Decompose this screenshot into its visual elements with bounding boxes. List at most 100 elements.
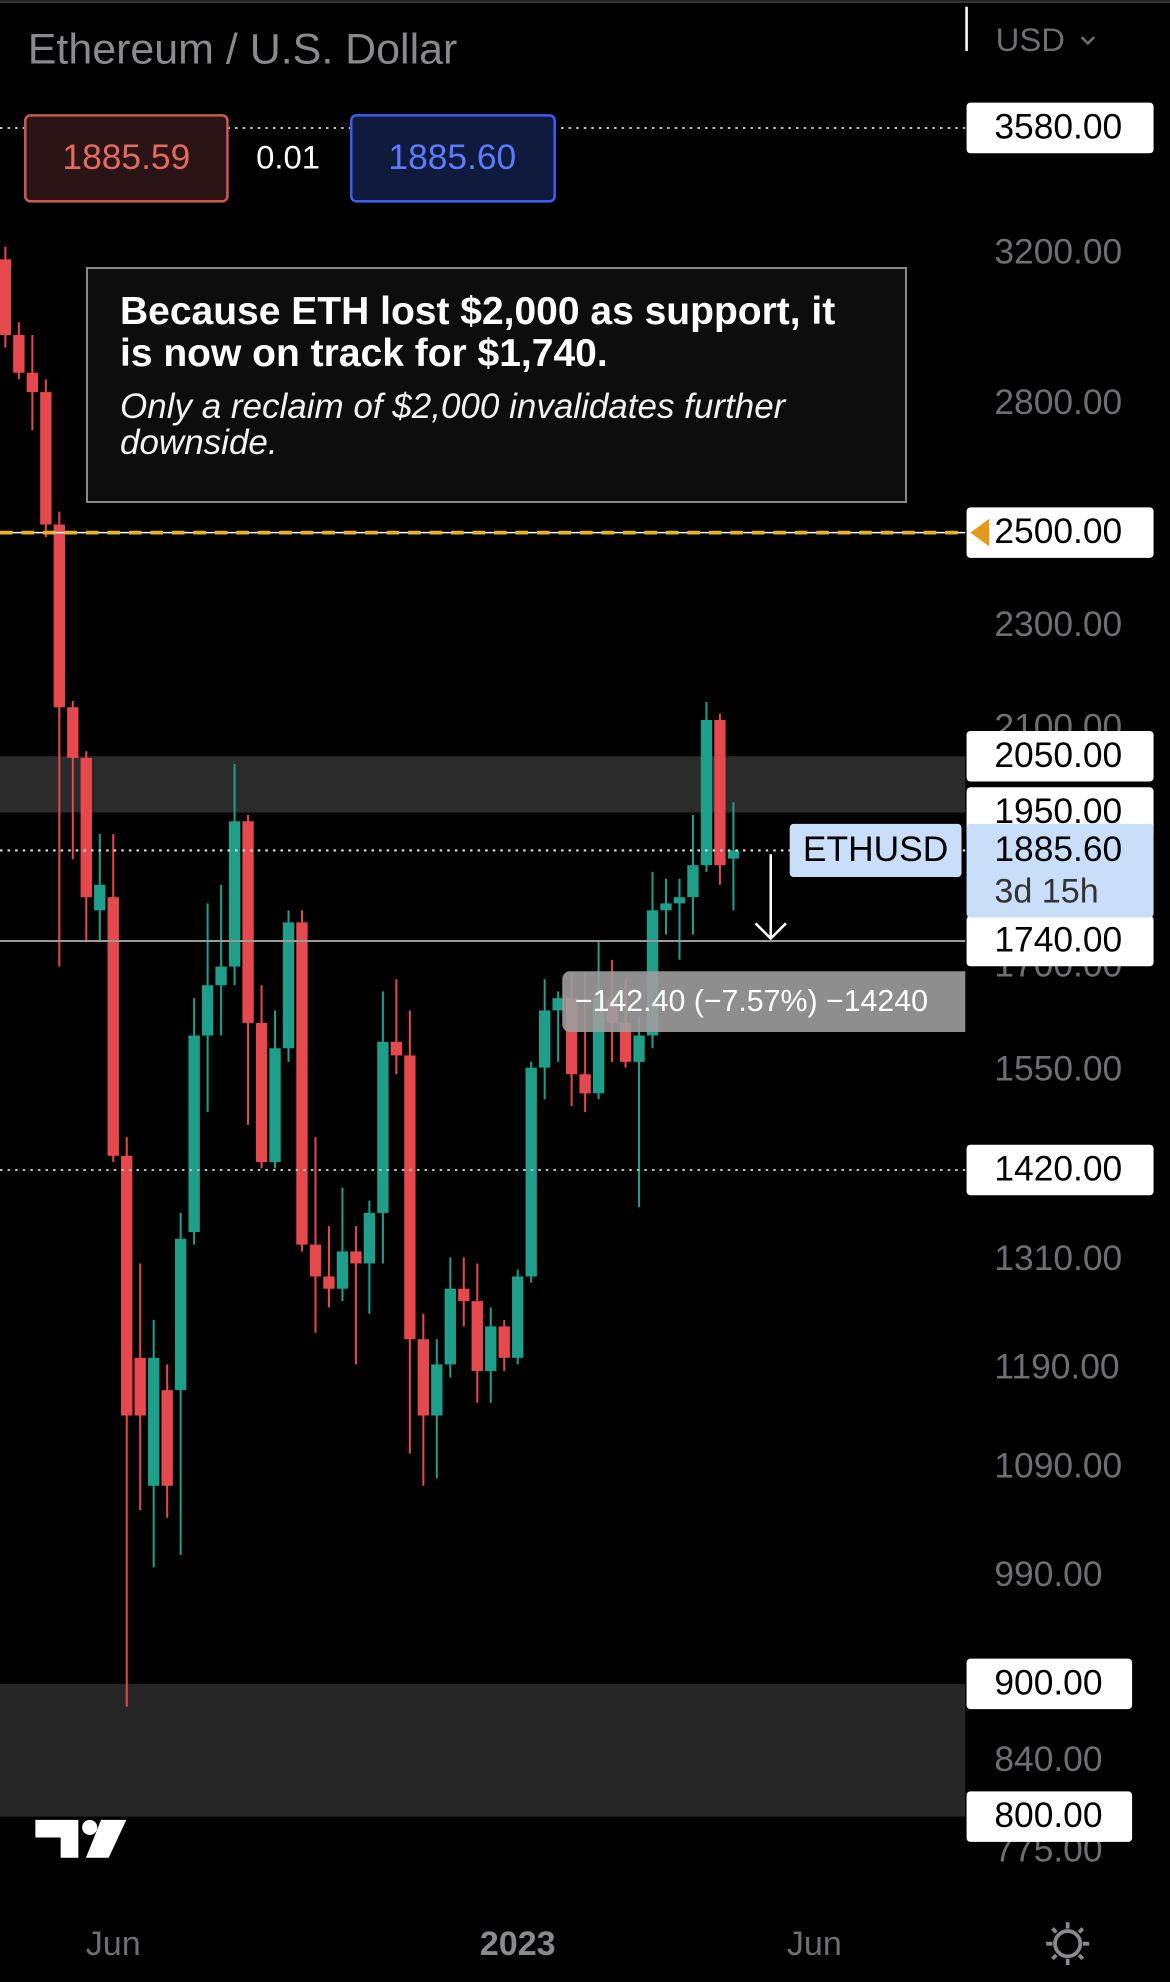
- chart-title: Ethereum / U.S. Dollar: [28, 26, 458, 74]
- spread: 0.01: [256, 138, 320, 175]
- candle-body: [26, 372, 39, 393]
- candle-body: [458, 1288, 470, 1302]
- bid[interactable]: 1885.59: [62, 138, 190, 177]
- candle-body: [579, 1074, 591, 1094]
- price-label-box: [966, 507, 1154, 558]
- ask[interactable]: 1885.60: [388, 138, 516, 177]
- candle-body: [471, 1301, 483, 1372]
- candle-body: [714, 719, 726, 866]
- countdown: 3d 15h: [994, 872, 1098, 910]
- candle-body: [134, 1357, 146, 1416]
- y-tick-label: 3200.00: [994, 233, 1122, 272]
- zone: [0, 756, 966, 813]
- candle-body: [444, 1288, 456, 1365]
- candle-body: [687, 865, 699, 898]
- price-label: 800.00: [994, 1796, 1102, 1835]
- price-label: 2500.00: [994, 512, 1122, 551]
- candle-body: [660, 903, 672, 911]
- candle-body: [525, 1067, 537, 1277]
- tv-logo: [35, 1819, 127, 1858]
- candle-body: [417, 1339, 430, 1416]
- candle-body: [121, 1155, 133, 1416]
- y-tick-label: 840.00: [994, 1740, 1102, 1779]
- x-tick-label: Jun: [86, 1925, 141, 1963]
- y-tick-label: 990.00: [994, 1555, 1102, 1594]
- candle-body: [336, 1251, 349, 1289]
- symbol-box: [789, 823, 962, 877]
- candle-body: [201, 985, 214, 1036]
- price-label: 1420.00: [994, 1150, 1122, 1189]
- candle-body: [619, 1022, 632, 1062]
- candle-body: [323, 1276, 335, 1289]
- candle-body: [296, 922, 308, 1245]
- last-price-box: [966, 823, 1154, 918]
- x-tick-label: 2023: [480, 1925, 556, 1963]
- candle-body: [565, 998, 578, 1075]
- candle-body: [377, 1041, 389, 1213]
- symbol-label: ETHUSD: [803, 830, 948, 869]
- measure-box: [562, 971, 966, 1032]
- bid-box[interactable]: [24, 114, 229, 203]
- candle-body: [0, 259, 12, 336]
- annotation-box: Because ETH lost $2,000 as support, it i…: [86, 267, 907, 503]
- candle-body: [485, 1326, 497, 1372]
- y-tick-label: 2800.00: [994, 383, 1122, 422]
- candle-body: [255, 1022, 268, 1163]
- annotation-headline: Because ETH lost $2,000 as support, it i…: [120, 290, 836, 375]
- candle-body: [390, 1041, 403, 1056]
- candle-body: [498, 1326, 510, 1358]
- price-label: 900.00: [994, 1663, 1102, 1702]
- settings-icon[interactable]: [1046, 1922, 1090, 1966]
- candle-body: [80, 757, 92, 898]
- candle-body: [363, 1212, 376, 1264]
- candle-body: [188, 1035, 200, 1232]
- candle-body: [512, 1276, 524, 1358]
- price-label-box: [966, 915, 1154, 967]
- price-label-box: [966, 1791, 1133, 1842]
- candle-body: [13, 335, 25, 373]
- price-label: 2050.00: [994, 736, 1122, 775]
- alert-marker: [970, 518, 990, 547]
- candle-body: [161, 1390, 173, 1486]
- measure-arrowhead: [754, 922, 787, 941]
- candle-body: [242, 821, 254, 1023]
- candle-body: [174, 1238, 187, 1391]
- candle-body: [53, 524, 66, 708]
- measure-label: −142.40 (−7.57%) −14240: [575, 985, 928, 1018]
- candle-body: [350, 1251, 362, 1264]
- candle-body: [282, 922, 295, 1049]
- candle-body: [673, 897, 686, 904]
- candle-body: [269, 1048, 281, 1163]
- price-label-box: [966, 1144, 1154, 1196]
- price-label-box: [966, 102, 1154, 154]
- currency-chevron[interactable]: [1080, 36, 1096, 46]
- ask-box[interactable]: [349, 114, 556, 203]
- candle-body: [552, 998, 564, 1011]
- price-label: 1740.00: [994, 921, 1122, 960]
- annotation-body: Only a reclaim of $2,000 invalidates fur…: [120, 387, 786, 462]
- price-label-box: [966, 1658, 1133, 1710]
- price-label-box: [966, 730, 1154, 782]
- candle-body: [633, 1035, 645, 1062]
- candle-body: [40, 392, 52, 525]
- candle-body: [700, 719, 713, 866]
- y-tick-label: 1550.00: [994, 1050, 1122, 1089]
- candle-body: [67, 707, 79, 758]
- candle-body: [309, 1244, 322, 1277]
- last-price-label: 1885.60: [994, 830, 1122, 869]
- candle-body: [228, 821, 241, 967]
- candle-body: [94, 884, 106, 911]
- y-tick-label: 1310.00: [994, 1239, 1122, 1278]
- candle-body: [404, 1055, 416, 1340]
- currency[interactable]: USD: [996, 21, 1065, 58]
- candle-body: [215, 966, 227, 986]
- candle-body: [727, 850, 740, 859]
- price-label: 3580.00: [994, 108, 1122, 147]
- x-tick-label: Jun: [787, 1925, 842, 1963]
- zone: [0, 1683, 966, 1817]
- candle-body: [592, 998, 605, 1094]
- y-tick-label: 1190.00: [994, 1347, 1119, 1386]
- candle-body: [148, 1357, 160, 1486]
- candle-body: [431, 1364, 443, 1416]
